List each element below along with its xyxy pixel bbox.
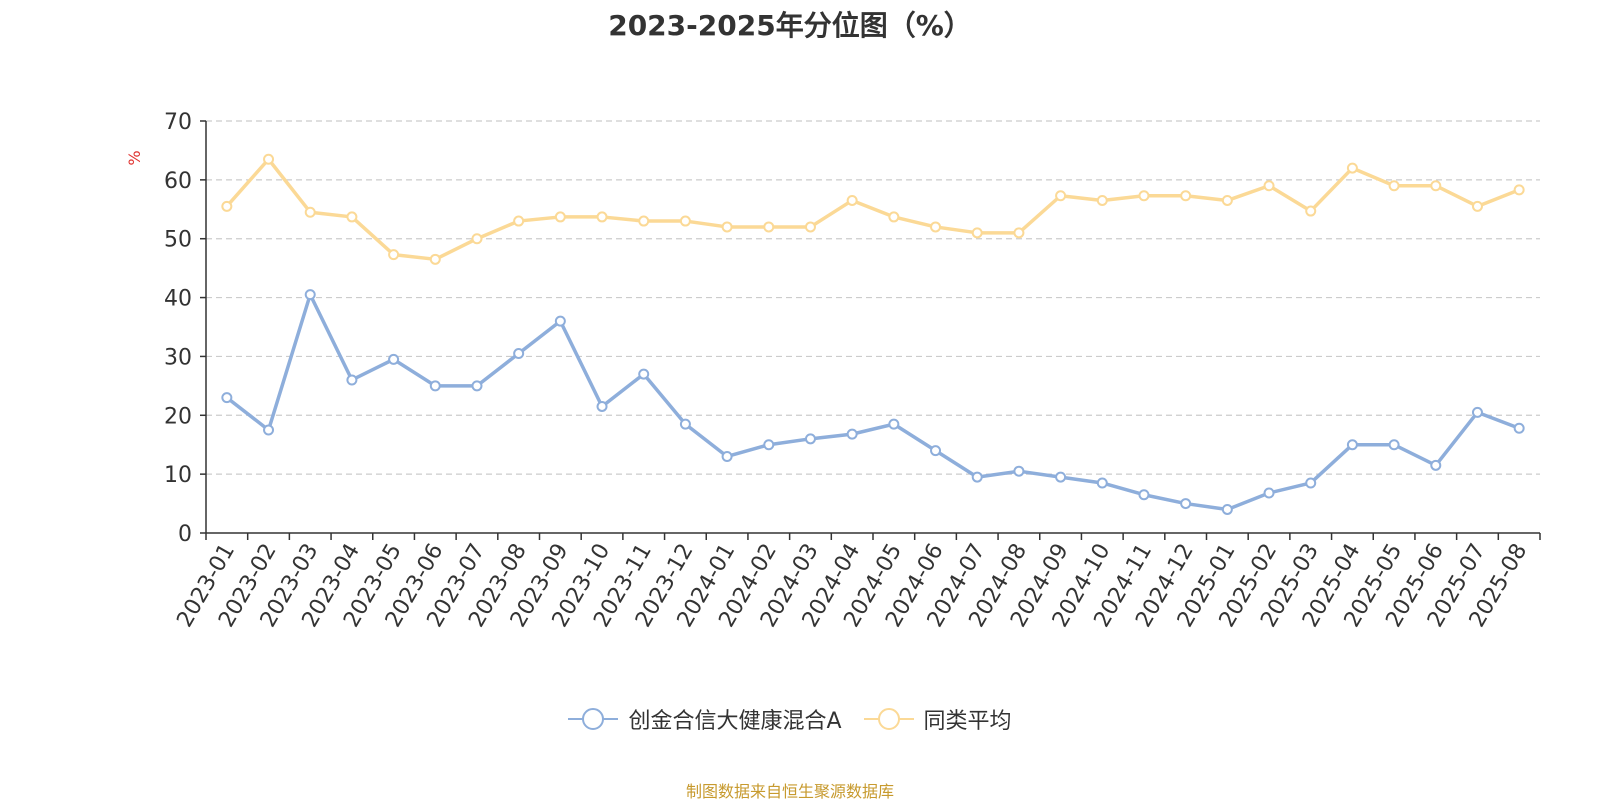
y-tick-label: 30: [164, 345, 192, 370]
data-point-series-1[interactable]: [1346, 162, 1358, 174]
series-line-1: [225, 157, 1520, 262]
data-point-series-1[interactable]: [1388, 180, 1400, 192]
data-point-series-0[interactable]: [679, 418, 691, 430]
y-tick-label: 20: [164, 404, 192, 429]
data-point-series-0[interactable]: [1263, 487, 1275, 499]
data-point-series-0[interactable]: [1513, 422, 1525, 434]
data-point-series-0[interactable]: [388, 353, 400, 365]
legend-series-1-circle-icon: [863, 708, 914, 730]
data-point-series-0[interactable]: [596, 400, 608, 412]
legend: 创金合信大健康混合A 同类平均: [0, 703, 1580, 735]
y-tick-label: 10: [164, 463, 192, 488]
data-point-series-1[interactable]: [304, 206, 316, 218]
data-point-series-1[interactable]: [388, 249, 400, 261]
grid-lines: [206, 120, 1540, 475]
data-point-series-0[interactable]: [721, 450, 733, 462]
data-point-series-1[interactable]: [721, 221, 733, 233]
data-point-series-1[interactable]: [1138, 190, 1150, 202]
data-point-series-1[interactable]: [429, 253, 441, 265]
data-point-series-0[interactable]: [1055, 471, 1067, 483]
legend-series-0-label: 创金合信大健康混合A: [628, 709, 842, 734]
data-point-series-1[interactable]: [971, 227, 983, 239]
data-point-series-1[interactable]: [763, 221, 775, 233]
data-point-series-1[interactable]: [1013, 227, 1025, 239]
data-point-series-1[interactable]: [346, 211, 358, 223]
data-point-series-0[interactable]: [263, 424, 275, 436]
legend-item-series-0[interactable]: 创金合信大健康混合A: [568, 703, 842, 735]
data-point-series-0[interactable]: [1013, 465, 1025, 477]
data-point-series-1[interactable]: [1180, 190, 1192, 202]
data-point-series-0[interactable]: [1471, 406, 1483, 418]
chart-title: 2023-2025年分位图（%）: [608, 9, 972, 42]
data-point-series-0[interactable]: [1180, 498, 1192, 510]
data-point-series-0[interactable]: [429, 380, 441, 392]
data-point-series-0[interactable]: [1305, 477, 1317, 489]
data-point-series-0[interactable]: [304, 289, 316, 301]
data-point-series-1[interactable]: [1263, 180, 1275, 192]
data-point-series-1[interactable]: [804, 221, 816, 233]
data-point-series-1[interactable]: [846, 194, 858, 206]
legend-series-1-label: 同类平均: [923, 709, 1012, 734]
data-point-series-0[interactable]: [513, 347, 525, 359]
data-point-series-1[interactable]: [1305, 205, 1317, 217]
data-point-series-1[interactable]: [1430, 180, 1442, 192]
legend-item-series-1[interactable]: 同类平均: [863, 703, 1012, 735]
data-point-series-1[interactable]: [471, 233, 483, 245]
data-point-series-1[interactable]: [596, 211, 608, 223]
data-point-series-1[interactable]: [554, 211, 566, 223]
data-point-series-1[interactable]: [638, 215, 650, 227]
data-point-series-1[interactable]: [1055, 190, 1067, 202]
data-point-series-0[interactable]: [846, 428, 858, 440]
data-point-series-1[interactable]: [888, 211, 900, 223]
y-tick-label: 40: [164, 287, 192, 312]
data-point-series-1[interactable]: [221, 200, 233, 212]
data-point-series-0[interactable]: [763, 439, 775, 451]
data-point-series-0[interactable]: [888, 418, 900, 430]
data-point-series-1[interactable]: [1096, 194, 1108, 206]
y-tick-label: 70: [164, 110, 192, 135]
data-point-series-0[interactable]: [638, 368, 650, 380]
data-point-series-0[interactable]: [1388, 439, 1400, 451]
data-point-series-0[interactable]: [1346, 439, 1358, 451]
data-point-series-0[interactable]: [221, 392, 233, 404]
data-point-series-0[interactable]: [1096, 477, 1108, 489]
data-point-series-0[interactable]: [930, 445, 942, 457]
data-point-series-1[interactable]: [263, 153, 275, 165]
y-tick-label: 0: [178, 522, 192, 547]
series-lines: [221, 153, 1525, 515]
data-point-series-1[interactable]: [1221, 194, 1233, 206]
data-point-series-1[interactable]: [679, 215, 691, 227]
y-tick-label: 60: [164, 169, 192, 194]
data-point-series-0[interactable]: [971, 471, 983, 483]
data-point-series-0[interactable]: [471, 380, 483, 392]
data-point-series-0[interactable]: [346, 374, 358, 386]
y-tick-label: 50: [164, 228, 192, 253]
data-point-series-0[interactable]: [804, 433, 816, 445]
source-note: 制图数据来自恒生聚源数据库: [685, 782, 894, 801]
legend-series-0-circle-icon: [568, 708, 619, 730]
data-point-series-1[interactable]: [1471, 200, 1483, 212]
data-point-series-1[interactable]: [513, 215, 525, 227]
data-point-series-0[interactable]: [1430, 459, 1442, 471]
data-point-series-0[interactable]: [554, 315, 566, 327]
data-point-series-0[interactable]: [1138, 489, 1150, 501]
series-line-0: [225, 292, 1520, 512]
data-point-series-1[interactable]: [930, 221, 942, 233]
data-point-series-1[interactable]: [1513, 184, 1525, 196]
y-axis-unit-label: %: [125, 150, 144, 165]
data-point-series-0[interactable]: [1221, 503, 1233, 515]
